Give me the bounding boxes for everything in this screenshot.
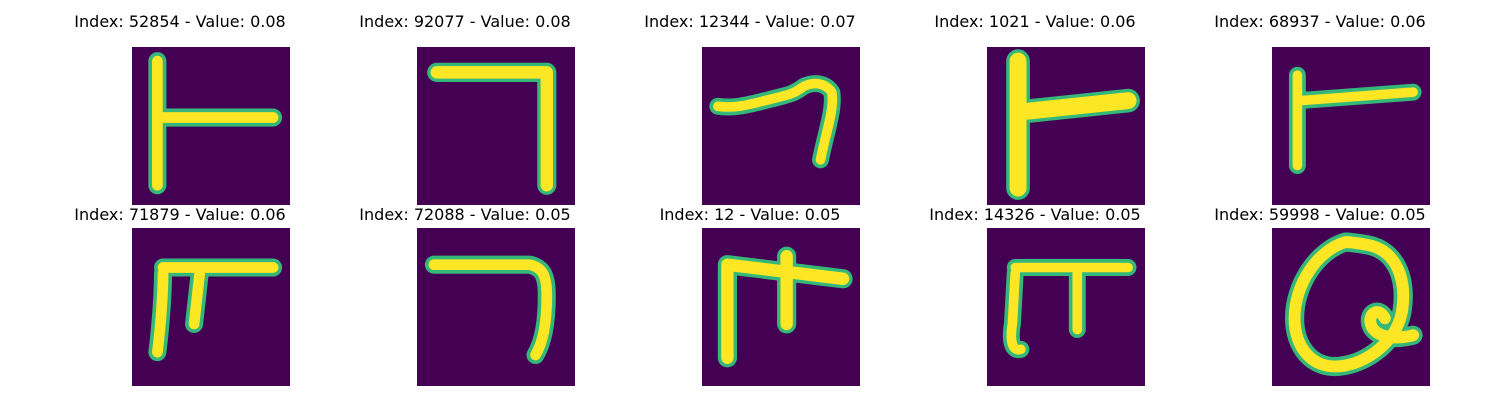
glyph-image — [132, 228, 290, 386]
image-thumbnail — [1272, 228, 1430, 386]
panel-5: Index: 68937 - Value: 0.06 — [1170, 12, 1470, 202]
glyph-image — [987, 228, 1145, 386]
panel-title: Index: 92077 - Value: 0.08 — [315, 12, 615, 31]
glyph-image — [1272, 228, 1430, 386]
glyph-image — [417, 228, 575, 386]
panel-title: Index: 14326 - Value: 0.05 — [885, 205, 1185, 224]
panel-9: Index: 14326 - Value: 0.05 — [885, 205, 1185, 395]
panel-title: Index: 52854 - Value: 0.08 — [30, 12, 330, 31]
image-thumbnail — [417, 47, 575, 205]
image-thumbnail — [417, 228, 575, 386]
panel-4: Index: 1021 - Value: 0.06 — [885, 12, 1185, 202]
glyph-image — [702, 228, 860, 386]
panel-title: Index: 72088 - Value: 0.05 — [315, 205, 615, 224]
panel-title: Index: 68937 - Value: 0.06 — [1170, 12, 1470, 31]
glyph-image — [987, 47, 1145, 205]
image-thumbnail — [1272, 47, 1430, 205]
panel-2: Index: 92077 - Value: 0.08 — [315, 12, 615, 202]
image-thumbnail — [987, 47, 1145, 205]
panel-title: Index: 12344 - Value: 0.07 — [600, 12, 900, 31]
image-thumbnail — [702, 47, 860, 205]
panel-title: Index: 1021 - Value: 0.06 — [885, 12, 1185, 31]
panel-10: Index: 59998 - Value: 0.05 — [1170, 205, 1470, 395]
panel-1: Index: 52854 - Value: 0.08 — [30, 12, 330, 202]
panel-title: Index: 59998 - Value: 0.05 — [1170, 205, 1470, 224]
image-thumbnail — [987, 228, 1145, 386]
glyph-image — [1272, 47, 1430, 205]
image-thumbnail — [132, 228, 290, 386]
panel-6: Index: 71879 - Value: 0.06 — [30, 205, 330, 395]
glyph-image — [417, 47, 575, 205]
panel-8: Index: 12 - Value: 0.05 — [600, 205, 900, 395]
panel-7: Index: 72088 - Value: 0.05 — [315, 205, 615, 395]
panel-title: Index: 12 - Value: 0.05 — [600, 205, 900, 224]
image-thumbnail — [702, 228, 860, 386]
glyph-image — [132, 47, 290, 205]
image-thumbnail — [132, 47, 290, 205]
panel-title: Index: 71879 - Value: 0.06 — [30, 205, 330, 224]
panel-3: Index: 12344 - Value: 0.07 — [600, 12, 900, 202]
glyph-image — [702, 47, 860, 205]
